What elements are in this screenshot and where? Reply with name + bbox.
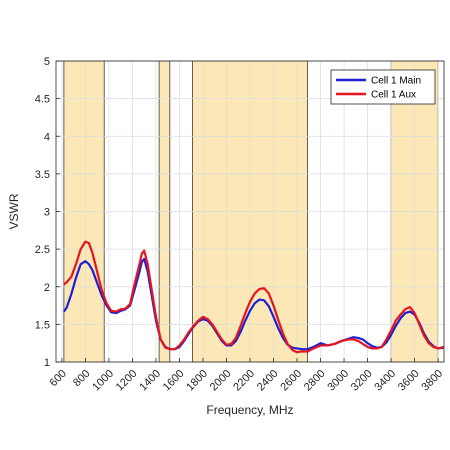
- y-tick-label-8: 5: [44, 56, 50, 68]
- legend-entry-aux: Cell 1 Aux: [371, 90, 416, 101]
- series-line-1: [63, 240, 445, 354]
- y-axis-label: VSWR: [7, 193, 21, 229]
- y-tick-label-6: 4: [44, 131, 50, 143]
- series-lines: [62, 240, 445, 354]
- y-tick-label-2: 2: [44, 282, 50, 294]
- y-tick-label-5: 3.5: [35, 169, 50, 181]
- y-axis-ticks: 1 1.5 2 2.5 3 3.5 4 4.5 5: [35, 56, 60, 369]
- grid-lines: [56, 60, 444, 363]
- legend: Cell 1 Main Cell 1 Aux: [330, 69, 436, 105]
- y-tick-label-3: 2.5: [35, 244, 50, 256]
- y-tick-label-7: 4.5: [35, 94, 50, 106]
- y-tick-label-4: 3: [44, 207, 50, 219]
- y-tick-label-1: 1.5: [35, 319, 50, 331]
- legend-box: [330, 69, 436, 105]
- legend-entry-main: Cell 1 Main: [371, 76, 421, 87]
- y-tick-label-0: 1: [44, 357, 50, 369]
- x-axis-label: Frequency, MHz: [206, 403, 293, 417]
